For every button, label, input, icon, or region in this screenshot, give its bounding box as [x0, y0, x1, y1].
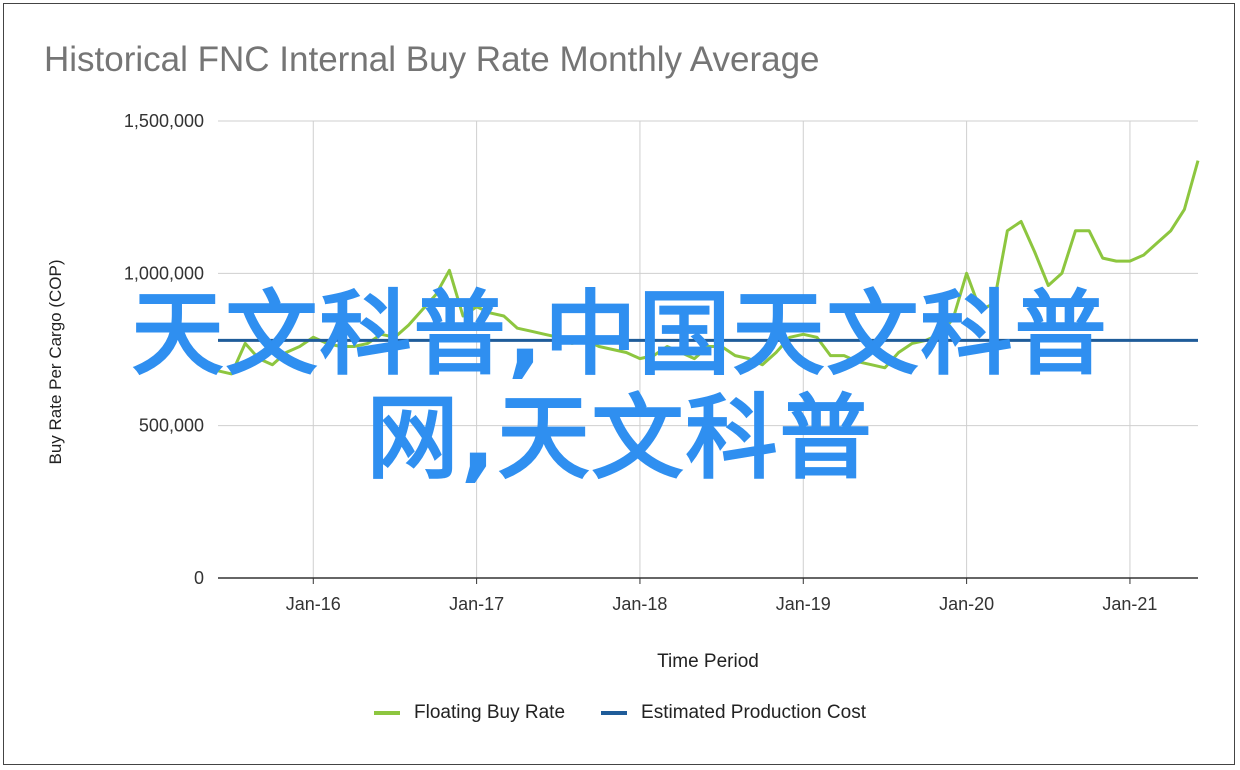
watermark-line-1: 天文科普,中国天文科普 — [131, 281, 1109, 388]
x-tick-label: Jan-20 — [939, 594, 994, 614]
legend-item-production-cost: Estimated Production Cost — [601, 702, 866, 724]
legend-item-floating-buy-rate: Floating Buy Rate — [374, 702, 565, 724]
x-tick-label: Jan-16 — [286, 594, 341, 614]
grid-lines — [218, 120, 1198, 584]
watermark-line-2: 网,天文科普 — [366, 385, 874, 492]
series-line-floating-buy-rate — [217, 160, 1200, 376]
x-axis-label: Time Period — [657, 651, 759, 672]
x-tick-label: Jan-21 — [1102, 594, 1157, 614]
legend-swatch-cost — [601, 711, 628, 715]
chart-title: Historical FNC Internal Buy Rate Monthly… — [44, 40, 820, 79]
x-tick-label: Jan-18 — [612, 594, 667, 614]
legend-swatch-floating — [374, 711, 400, 715]
legend: Floating Buy Rate Estimated Production C… — [0, 702, 1240, 724]
x-tick-label: Jan-17 — [449, 594, 504, 614]
y-tick-label: 1,500,000 — [124, 111, 204, 131]
x-tick-labels: Jan-16 Jan-17 Jan-18 Jan-19 Jan-20 Jan-21 — [286, 594, 1158, 614]
y-tick-labels: 0 500,000 1,000,000 1,500,000 — [124, 111, 204, 588]
legend-label-floating: Floating Buy Rate — [414, 702, 566, 723]
chart-frame — [3, 3, 1235, 765]
y-tick-label: 500,000 — [139, 416, 204, 436]
legend-label-cost: Estimated Production Cost — [641, 702, 866, 723]
y-tick-label: 0 — [194, 568, 204, 588]
y-tick-label: 1,000,000 — [124, 263, 204, 283]
x-tick-label: Jan-19 — [776, 594, 831, 614]
watermark-overlay: 天文科普,中国天文科普 网,天文科普 — [0, 283, 1240, 491]
series-lines — [217, 160, 1200, 376]
